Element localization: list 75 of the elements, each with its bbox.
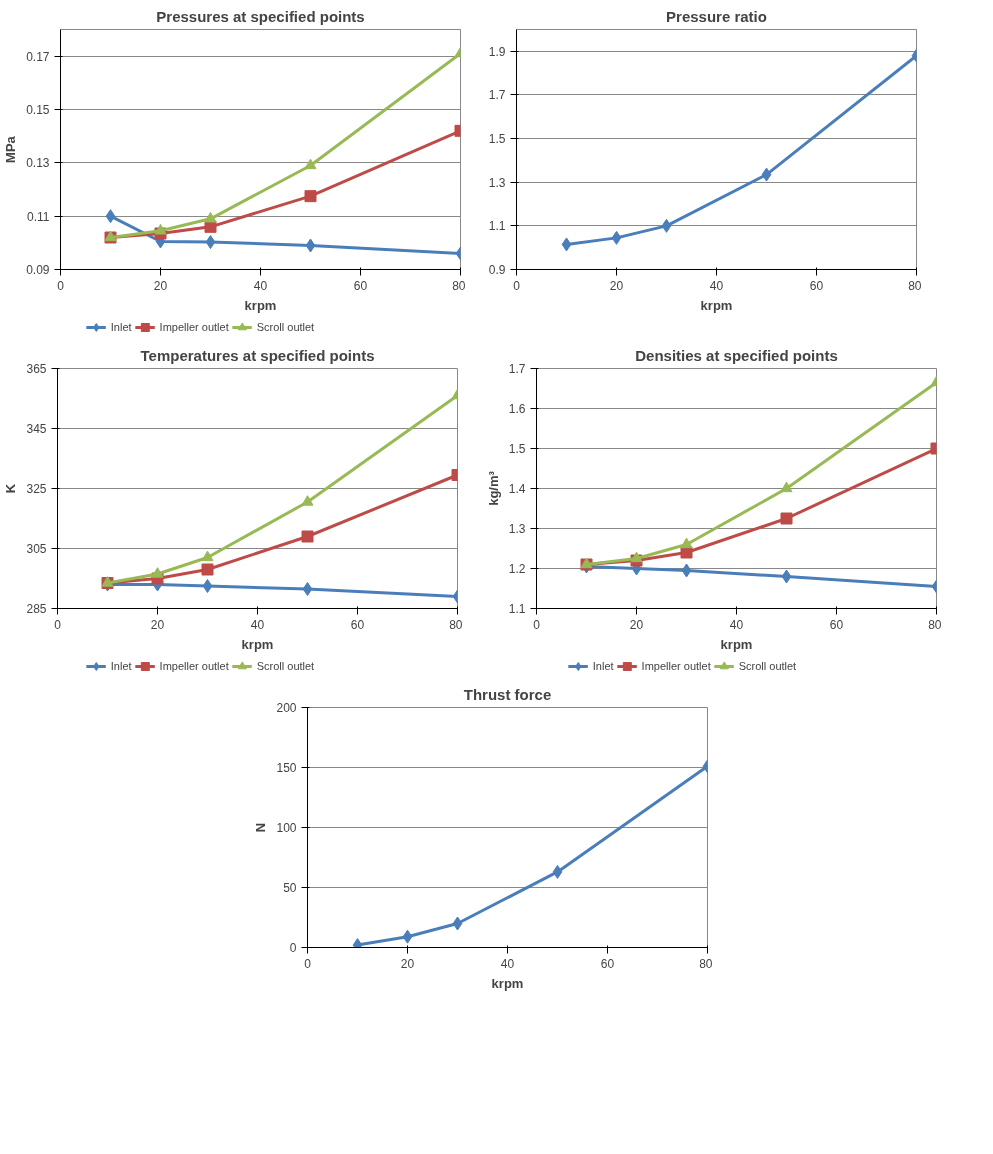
y-axis-title: kg/m³	[485, 470, 501, 506]
y-tick-label: 365	[26, 362, 47, 376]
y-tick-label: 1.3	[508, 522, 526, 536]
y-tick-label: 150	[276, 761, 297, 775]
x-tick-label: 60	[809, 278, 824, 293]
x-tick-label: 20	[609, 278, 624, 293]
y-tick-label: 0.09	[26, 263, 50, 277]
x-axis-title: krpm	[700, 297, 733, 313]
y-tick-label: 1.1	[488, 219, 506, 234]
x-tick-label: 60	[353, 278, 368, 293]
x-tick-label: 20	[629, 617, 644, 632]
chart-title: Pressures at specified points	[156, 7, 365, 25]
y-tick-label: 0.15	[26, 103, 50, 117]
x-tick-label: 0	[54, 617, 62, 632]
legend-label: Scroll outlet	[256, 660, 315, 672]
x-tick-label: 60	[600, 956, 615, 971]
legend-label: Impeller outlet	[641, 660, 711, 672]
y-tick-label: 0	[289, 941, 297, 955]
y-tick-label: 0.9	[488, 263, 506, 277]
legend-label: Inlet	[110, 321, 132, 333]
legend-label: Scroll outlet	[256, 321, 315, 333]
x-tick-label: 40	[729, 617, 744, 632]
x-tick-label: 0	[304, 956, 312, 971]
y-tick-label: 1.7	[488, 88, 506, 103]
legend-label: Scroll outlet	[738, 660, 797, 672]
y-tick-label: 305	[26, 542, 47, 556]
x-axis-title: krpm	[491, 975, 524, 991]
y-tick-label: 325	[26, 482, 47, 496]
legend-label: Impeller outlet	[159, 321, 229, 333]
chart-title: Temperatures at specified points	[140, 346, 375, 364]
y-axis-title: K	[3, 483, 19, 494]
y-tick-label: 1.3	[488, 175, 506, 190]
y-tick-label: 1.1	[508, 602, 526, 616]
x-tick-label: 80	[449, 617, 463, 632]
y-tick-label: 345	[26, 422, 47, 436]
legend-label: Inlet	[592, 660, 614, 672]
y-tick-label: 1.5	[508, 442, 526, 456]
x-tick-label: 20	[150, 617, 165, 632]
y-axis-title: N	[253, 822, 269, 833]
x-tick-label: 20	[400, 956, 415, 971]
x-tick-label: 80	[908, 278, 922, 293]
x-tick-label: 40	[709, 278, 724, 293]
x-axis-title: krpm	[244, 297, 277, 313]
legend-label: Inlet	[110, 660, 132, 672]
chart-title: Thrust force	[463, 685, 552, 703]
y-axis-title: MPa	[3, 135, 19, 163]
y-tick-label: 285	[26, 602, 47, 616]
y-tick-label: 1.5	[488, 132, 506, 147]
y-tick-label: 0.11	[27, 209, 50, 224]
y-tick-label: 100	[276, 821, 297, 835]
x-tick-label: 80	[928, 617, 942, 632]
y-tick-label: 1.7	[508, 362, 526, 376]
x-tick-label: 80	[452, 278, 466, 293]
y-tick-label: 1.6	[508, 402, 526, 416]
y-tick-label: 50	[283, 881, 297, 895]
x-tick-label: 40	[250, 617, 265, 632]
x-tick-label: 60	[350, 617, 365, 632]
x-axis-title: krpm	[720, 636, 753, 652]
x-tick-label: 20	[153, 278, 168, 293]
chart-title: Densities at specified points	[635, 346, 838, 364]
x-tick-label: 60	[829, 617, 844, 632]
y-tick-label: 200	[276, 701, 297, 715]
y-tick-label: 1.4	[508, 482, 526, 496]
x-tick-label: 80	[699, 956, 713, 971]
y-tick-label: 0.13	[26, 156, 50, 171]
x-tick-label: 0	[57, 278, 65, 293]
x-axis-title: krpm	[241, 636, 274, 652]
y-tick-label: 0.17	[26, 49, 50, 64]
chart-title: Pressure ratio	[666, 7, 767, 25]
legend-label: Impeller outlet	[159, 660, 229, 672]
x-tick-label: 40	[500, 956, 515, 971]
x-tick-label: 40	[253, 278, 268, 293]
y-tick-label: 1.9	[488, 44, 506, 59]
x-tick-label: 0	[533, 617, 541, 632]
y-tick-label: 1.2	[508, 562, 526, 576]
